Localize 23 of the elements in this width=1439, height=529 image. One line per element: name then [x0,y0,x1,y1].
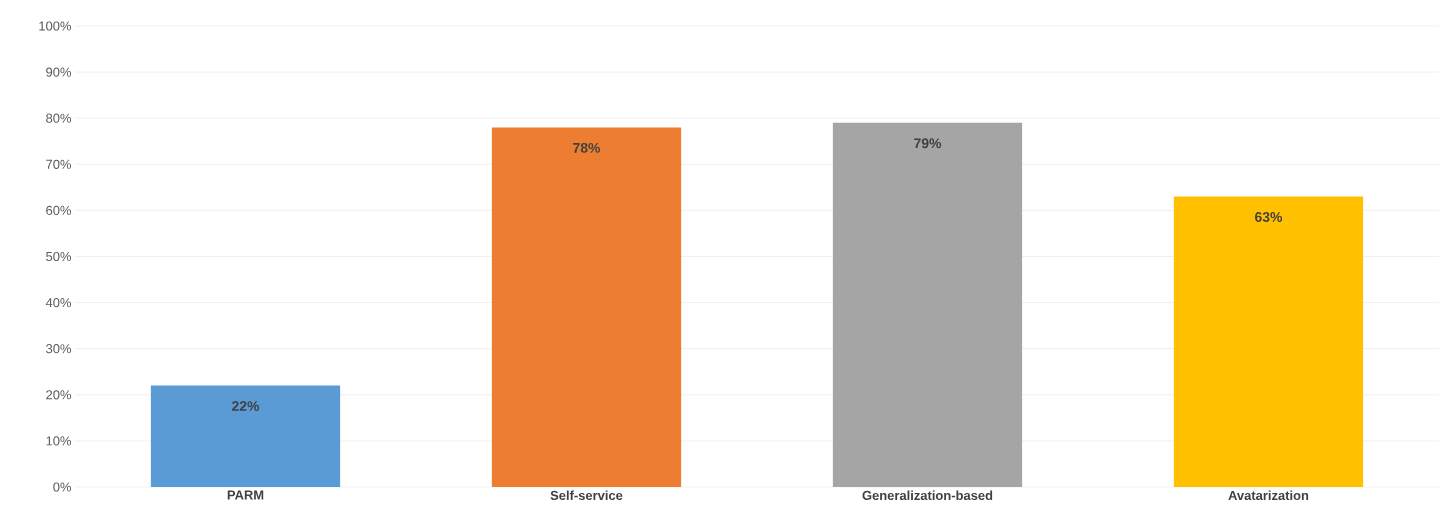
y-tick-label: 10% [46,436,72,446]
y-tick-label: 80% [46,113,72,123]
x-tick-label: Generalization-based [862,490,993,501]
y-tick-label: 70% [46,159,72,169]
y-tick-label: 60% [46,205,72,215]
data-label: 63% [1255,212,1283,222]
y-tick-label: 20% [46,390,72,400]
y-tick-label: 50% [46,251,72,262]
data-label: 78% [573,142,601,153]
bar [1173,196,1364,487]
y-tick-label: 0% [53,482,72,492]
x-tick-label: Avatarization [1228,490,1309,501]
bar [491,127,682,487]
x-tick-label: Self-service [550,490,623,501]
x-tick-label: PARM [227,490,264,500]
data-label: 79% [914,138,942,149]
y-tick-label: 100% [39,21,72,31]
y-tick-label: 40% [45,298,72,308]
y-tick-label: 90% [46,67,72,77]
y-tick-label: 30% [46,344,72,354]
data-label: 22% [232,401,260,411]
bar [832,122,1023,487]
bar [150,385,341,487]
